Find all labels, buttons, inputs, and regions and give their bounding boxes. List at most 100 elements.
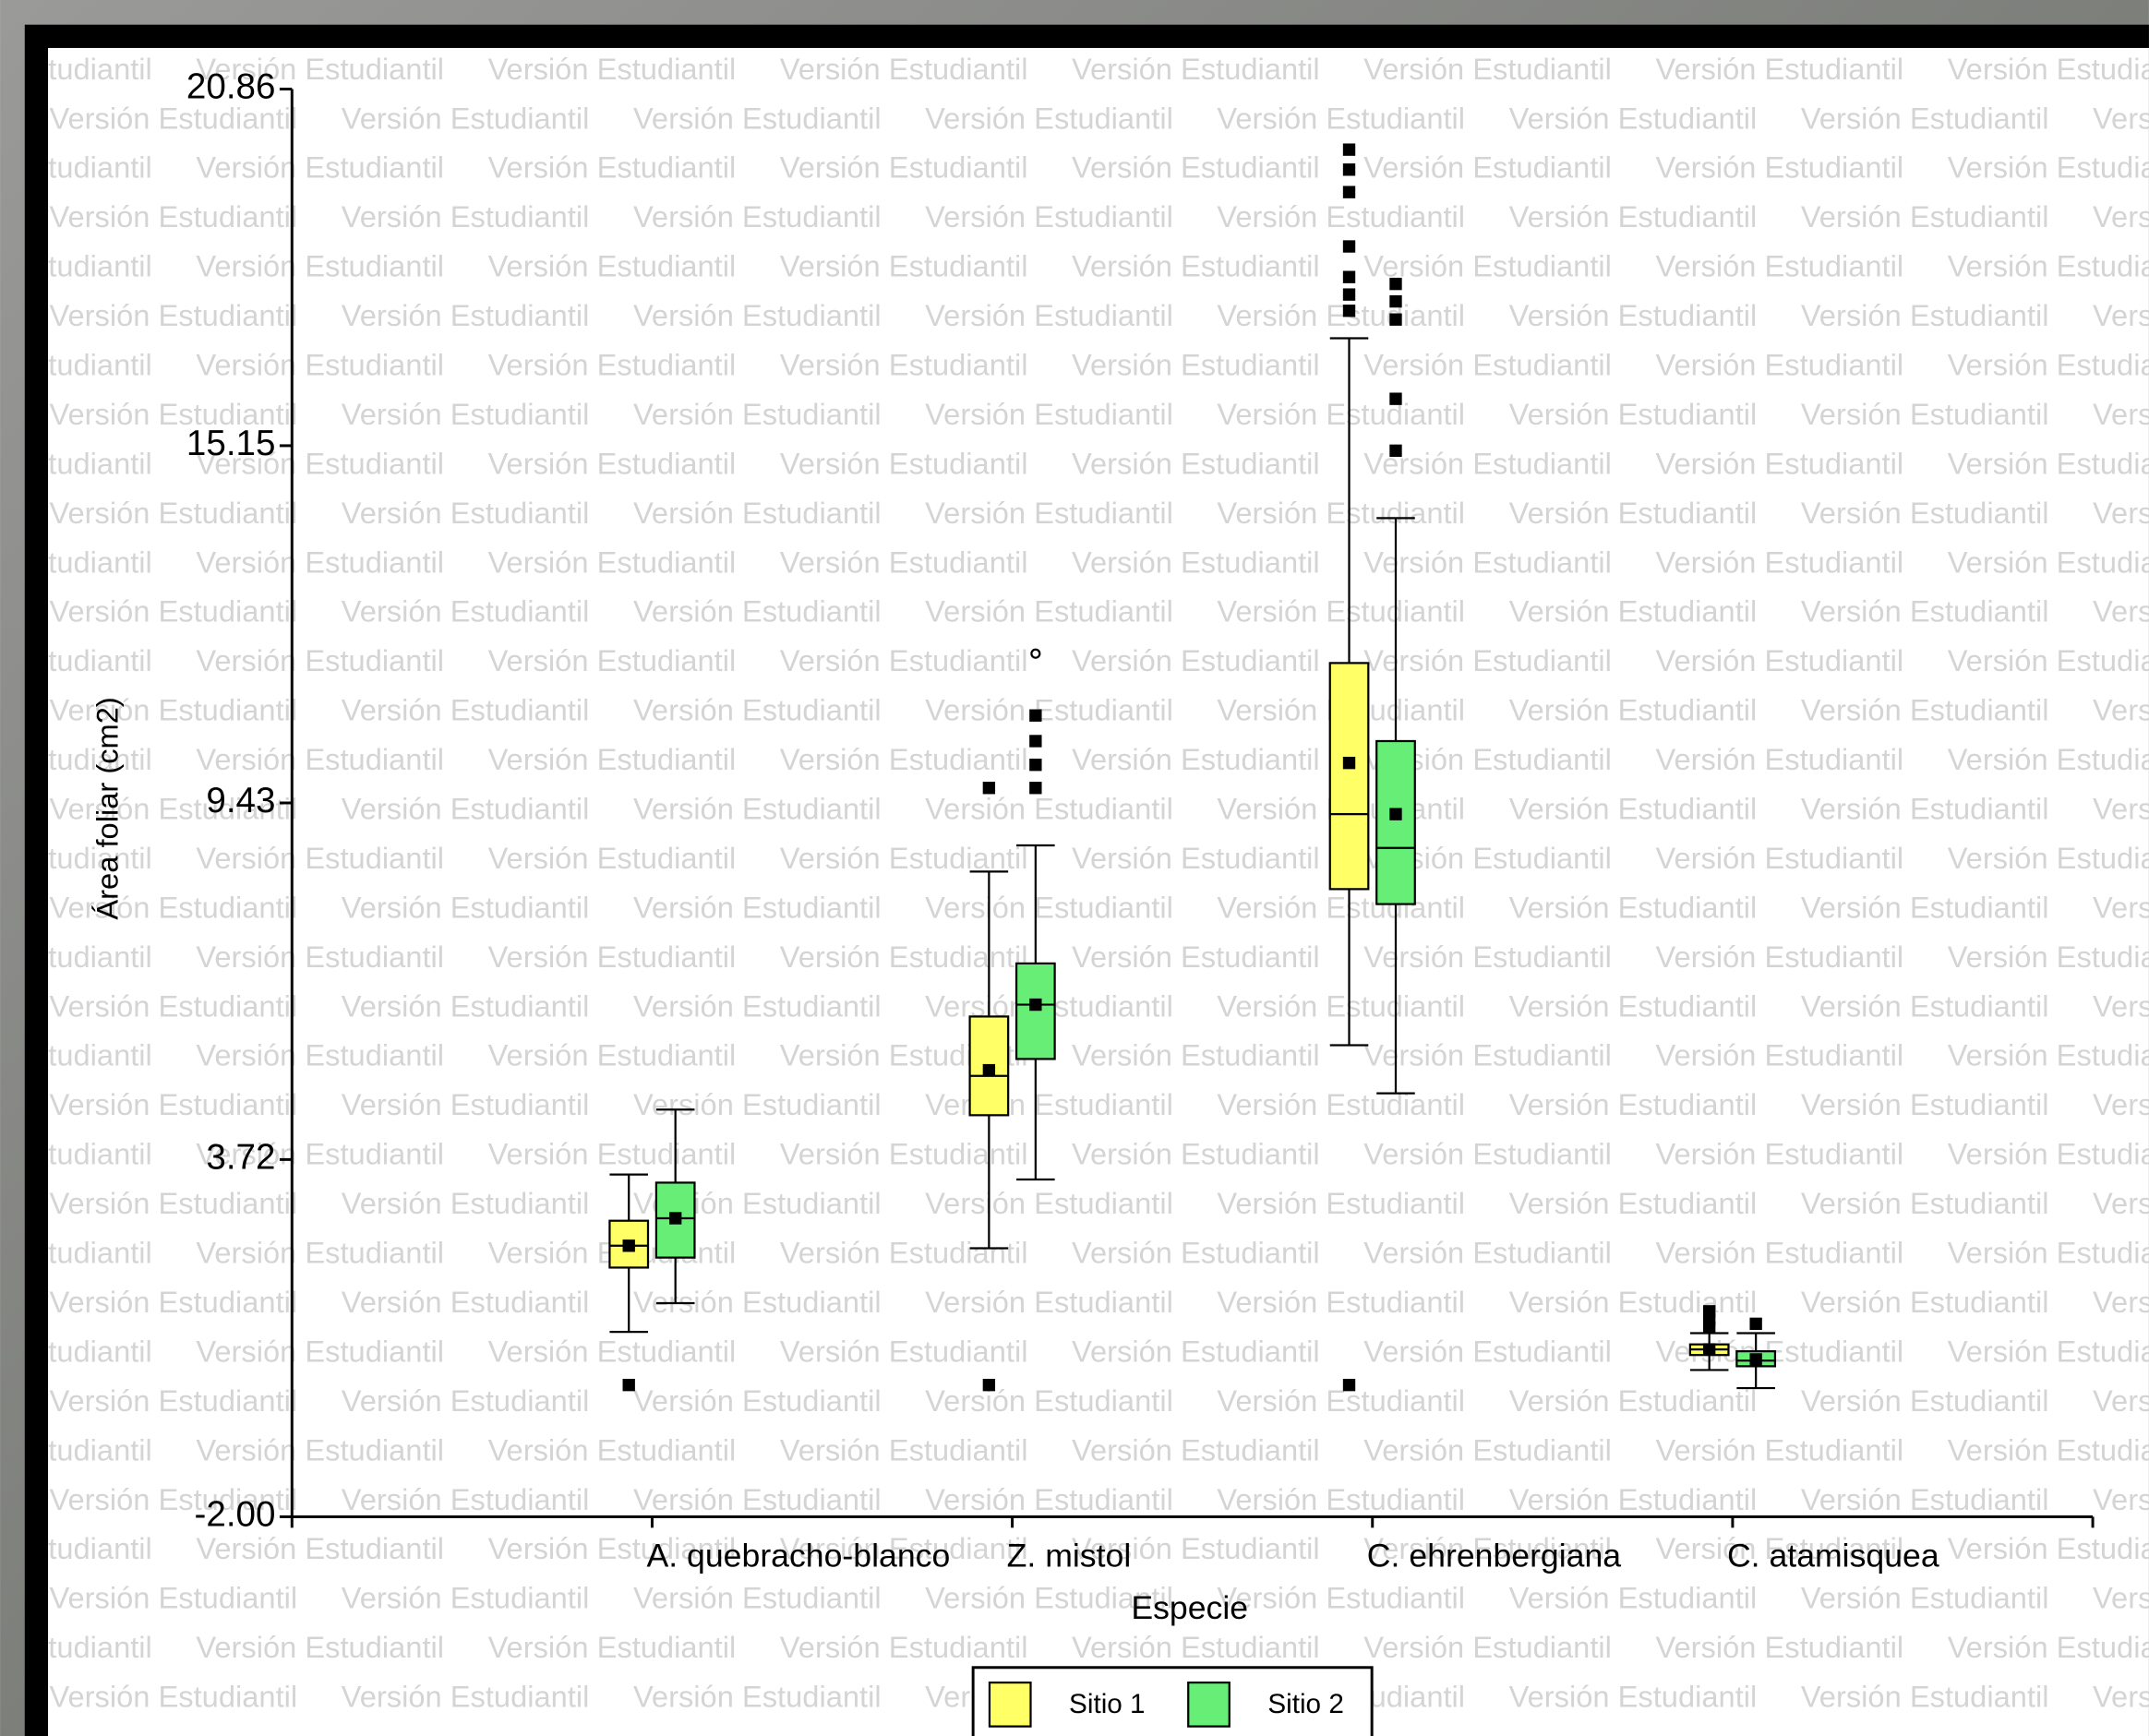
watermark-text: Versión Estudiantil [633, 199, 882, 233]
outlier [1343, 143, 1355, 155]
watermark-text: Versión Estudiantil [633, 1581, 882, 1615]
mean [1029, 999, 1041, 1011]
watermark-text: Versión Estudiantil [780, 348, 1028, 382]
watermark-text: Versión Estudiantil [1363, 940, 1612, 974]
watermark-text: Versión Estudiantil [1801, 594, 2049, 629]
watermark-text: Versión Estudiantil [633, 1285, 882, 1319]
watermark-text: Versión Estudiantil [50, 988, 298, 1023]
watermark-text: Versión Estudiantil [2093, 1581, 2149, 1615]
watermark-text: Versión Estudiantil [633, 988, 882, 1023]
watermark-text: Versión Estudiantil [1072, 446, 1320, 480]
outlier [1029, 710, 1041, 722]
watermark-text: Versión Estudiantil [1217, 397, 1465, 431]
watermark-text: Versión Estudiantil [1217, 298, 1465, 332]
watermark-text: Versión Estudiantil [50, 693, 298, 727]
watermark-text: Versión Estudiantil [196, 1531, 444, 1565]
watermark-text: Versión Estudiantil [1072, 249, 1320, 283]
outlier [1343, 163, 1355, 175]
legend-swatch [990, 1682, 1031, 1727]
watermark-text: Versión Estudiantil [1072, 150, 1320, 185]
watermark-text: Versión Estudiantil [2093, 1087, 2149, 1121]
watermark-text: Versión Estudiantil [925, 496, 1173, 530]
outlier [1029, 782, 1041, 794]
watermark-text: Versión Estudiantil [2093, 594, 2149, 629]
watermark-text: Versión Estudiantil [1655, 643, 1903, 677]
watermark-text: Versión Estudiantil [1801, 1186, 2049, 1220]
watermark-text: Versión Estudiantil [1072, 1630, 1320, 1664]
watermark-text: Versión Estudiantil [925, 397, 1173, 431]
watermark-text: Versión Estudiantil [1363, 1038, 1612, 1072]
watermark-text: Versión Estudiantil [1217, 199, 1465, 233]
watermark-text: Versión Estudiantil [50, 1383, 298, 1418]
box [1016, 964, 1055, 1060]
outlier [1343, 240, 1355, 252]
watermark-text: Versión Estudiantil [1072, 1038, 1320, 1072]
watermark-text: Versión Estudiantil [1509, 594, 1758, 629]
watermark-text: Versión Estudiantil [488, 1432, 737, 1467]
outlier [1029, 759, 1041, 771]
watermark-text: Versión Estudiantil [780, 1236, 1028, 1270]
watermark-text: Versión Estudiantil [780, 52, 1028, 86]
watermark-text: Versión Estudiantil [1948, 1137, 2149, 1171]
watermark-text: Versión Estudiantil [342, 890, 590, 924]
watermark-text: Versión Estudiantil [2093, 1285, 2149, 1319]
watermark-text: Versión Estudiantil [196, 1432, 444, 1467]
watermark-text: Versión Estudiantil [1948, 545, 2149, 579]
watermark-text: Versión Estudiantil [1072, 742, 1320, 776]
watermark-text: Versión Estudiantil [633, 693, 882, 727]
outlier [1389, 392, 1401, 404]
watermark-text: Versión Estudiantil [1948, 1531, 2149, 1565]
watermark-text: Versión Estudiantil [1801, 496, 2049, 530]
watermark-text: Versión Estudiantil [633, 496, 882, 530]
watermark-text: Versión Estudiantil [342, 1581, 590, 1615]
watermark-text: Versión Estudiantil [1509, 890, 1758, 924]
watermark-text: Versión Estudiantil [2093, 1680, 2149, 1714]
watermark-text: Versión Estudiantil [1948, 643, 2149, 677]
watermark-text: Versión Estudiantil [196, 1038, 444, 1072]
watermark-text: Versión Estudiantil [1948, 742, 2149, 776]
watermark-text: Versión Estudiantil [196, 1236, 444, 1270]
watermark-text: Versión Estudiantil [1363, 1334, 1612, 1368]
watermark-text: Versión Estudiantil [1801, 101, 2049, 135]
outlier [1029, 735, 1041, 747]
watermark-text: Versión Estudiantil [1655, 446, 1903, 480]
x-axis-label: Especie [1131, 1589, 1248, 1626]
extreme [1031, 650, 1039, 658]
watermark-text: Versión Estudiantil [196, 249, 444, 283]
watermark-text: Versión Estudiantil [1072, 841, 1320, 875]
watermark-text: Versión Estudiantil [1509, 101, 1758, 135]
watermark-text: Versión Estudiantil [925, 693, 1173, 727]
watermark-text: Versión Estudiantil [1217, 496, 1465, 530]
y-tick-label: 9.43 [206, 781, 275, 820]
watermark-text: Versión Estudiantil [1655, 348, 1903, 382]
watermark-text: Versión Estudiantil [196, 940, 444, 974]
watermark-text: Versión Estudiantil [1509, 1186, 1758, 1220]
watermark-text: Versión Estudiantil [1363, 1432, 1612, 1467]
watermark-text: Versión Estudiantil [1655, 1630, 1903, 1664]
watermark-text: Versión Estudiantil [1217, 101, 1465, 135]
watermark-text: Versión Estudiantil [1655, 940, 1903, 974]
watermark-text: Versión Estudiantil [1948, 150, 2149, 185]
watermark-text: Versión Estudiantil [1948, 348, 2149, 382]
watermark-text: Versión Estudiantil [1217, 594, 1465, 629]
outlier [983, 1379, 995, 1391]
watermark-text: Versión Estudiantil [1217, 1482, 1465, 1516]
watermark-text: Versión Estudiantil [633, 1383, 882, 1418]
watermark-text: Versión Estudiantil [1948, 841, 2149, 875]
watermark-text: Versión Estudiantil [780, 150, 1028, 185]
watermark-text: Versión Estudiantil [1801, 988, 2049, 1023]
watermark-text: Versión Estudiantil [2093, 199, 2149, 233]
outlier [1343, 186, 1355, 198]
watermark-text: Versión Estudiantil [1655, 52, 1903, 86]
watermark-text: Versión Estudiantil [780, 643, 1028, 677]
watermark-text: Versión Estudiantil [2093, 101, 2149, 135]
watermark-text: Versión Estudiantil [488, 1038, 737, 1072]
watermark-text: Versión Estudiantil [342, 1383, 590, 1418]
watermark-text: Versión Estudiantil [196, 643, 444, 677]
watermark-text: Versión Estudiantil [633, 1087, 882, 1121]
watermark-text: Versión Estudiantil [488, 643, 737, 677]
watermark-text: Versión Estudiantil [1072, 1137, 1320, 1171]
outlier [1343, 288, 1355, 300]
watermark-text: Versión Estudiantil [50, 1186, 298, 1220]
watermark-text: Versión Estudiantil [342, 397, 590, 431]
